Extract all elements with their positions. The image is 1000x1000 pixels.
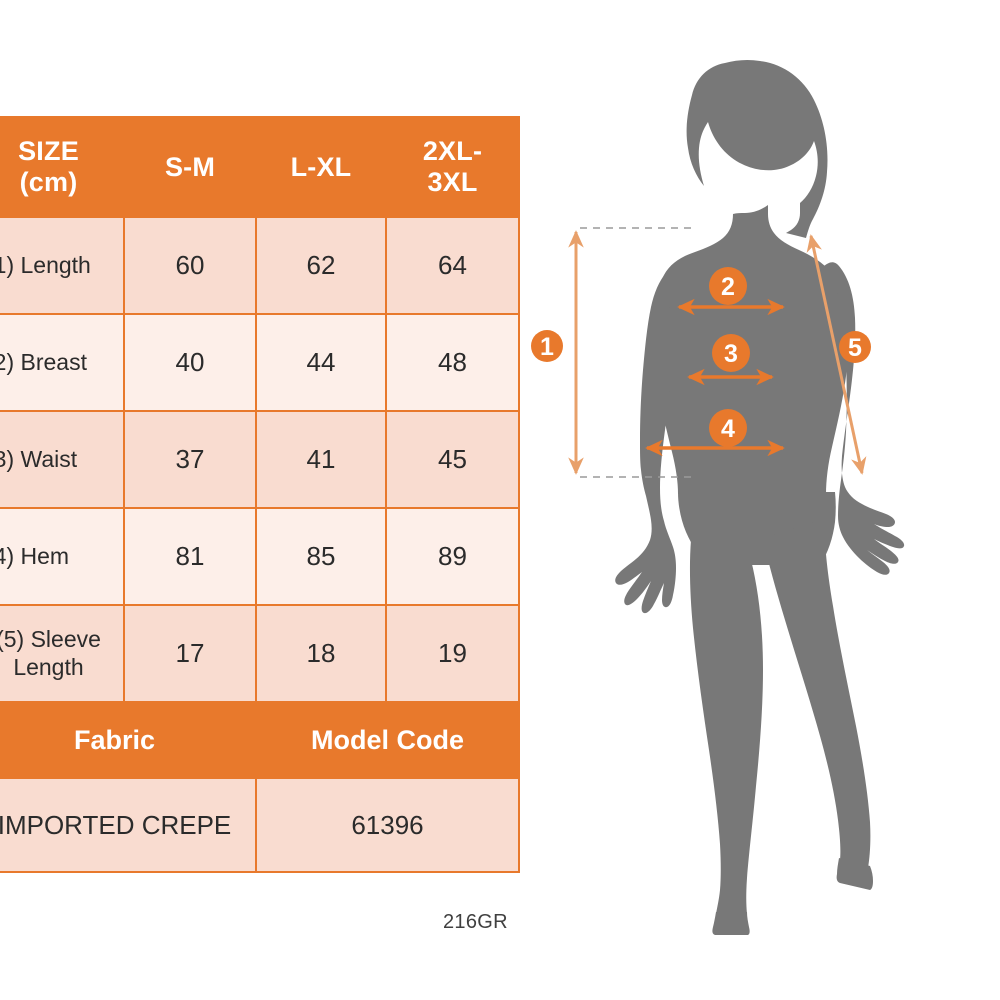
cell-breast-lxl: 44 <box>255 313 387 412</box>
female-mannequin-silhouette <box>615 59 905 935</box>
cell-sleeve-xxl: 19 <box>385 604 520 703</box>
table-row: (3) Waist 37 41 45 <box>0 410 520 509</box>
fabric-header-row: Fabric Model Code <box>0 701 520 779</box>
column-header-l-xl: L-XL <box>255 116 387 218</box>
column-header-size: SIZE (cm) <box>0 116 125 218</box>
measure-marker-5: 5 <box>839 331 871 363</box>
marker-label-4: 4 <box>721 415 735 443</box>
table-row: (2) Breast 40 44 48 <box>0 313 520 412</box>
cell-sleeve-lxl: 18 <box>255 604 387 703</box>
cell-fabric-value: IMPORTED CREPE <box>0 777 257 873</box>
table-header-row: SIZE (cm) S-M L-XL 2XL- 3XL <box>0 116 520 218</box>
fabric-value-row: IMPORTED CREPE 61396 <box>0 777 520 873</box>
cell-length-sm: 60 <box>123 216 257 315</box>
row-label-waist: (3) Waist <box>0 410 125 509</box>
marker-circle-4 <box>709 409 747 447</box>
size-chart-table: SIZE (cm) S-M L-XL 2XL- 3XL (1) Length 6… <box>0 116 520 873</box>
table-row: (4) Hem 81 85 89 <box>0 507 520 606</box>
marker-circle-1 <box>531 330 563 362</box>
measurement-figure-panel: 1 2 3 4 5 <box>520 0 1000 1000</box>
cell-breast-sm: 40 <box>123 313 257 412</box>
cell-waist-lxl: 41 <box>255 410 387 509</box>
cell-sleeve-sm: 17 <box>123 604 257 703</box>
marker-label-2: 2 <box>721 273 735 301</box>
measurement-diagram: 1 2 3 4 5 <box>531 59 905 935</box>
measure-marker-2: 2 <box>709 267 747 305</box>
table-row: (1) Length 60 62 64 <box>0 216 520 315</box>
cell-model-code-value: 61396 <box>255 777 520 873</box>
row-label-breast: (2) Breast <box>0 313 125 412</box>
marker-circle-3 <box>712 334 750 372</box>
row-label-length: (1) Length <box>0 216 125 315</box>
row-label-sleeve-length-line2: Length <box>13 653 84 680</box>
weight-code-label: 216GR <box>443 911 508 933</box>
measure-marker-4: 4 <box>709 409 747 447</box>
cell-length-lxl: 62 <box>255 216 387 315</box>
cell-length-xxl: 64 <box>385 216 520 315</box>
column-header-size-line2: (cm) <box>19 167 78 197</box>
row-label-sleeve-length: (5) Sleeve Length <box>0 604 125 703</box>
measure-marker-3: 3 <box>712 334 750 372</box>
measure-arrow-sleeve-length <box>806 234 867 475</box>
size-chart-table-container: SIZE (cm) S-M L-XL 2XL- 3XL (1) Length 6… <box>0 116 520 873</box>
cell-breast-xxl: 48 <box>385 313 520 412</box>
marker-circle-2 <box>709 267 747 305</box>
cell-waist-sm: 37 <box>123 410 257 509</box>
cell-hem-sm: 81 <box>123 507 257 606</box>
cell-waist-xxl: 45 <box>385 410 520 509</box>
column-header-2xl-3xl: 2XL- 3XL <box>385 116 520 218</box>
marker-circle-5 <box>839 331 871 363</box>
cell-hem-xxl: 89 <box>385 507 520 606</box>
column-header-s-m: S-M <box>123 116 257 218</box>
marker-label-5: 5 <box>848 334 862 362</box>
column-header-2xl-3xl-line1: 2XL- <box>422 136 483 167</box>
marker-label-1: 1 <box>540 333 554 361</box>
row-label-sleeve-length-line1: (5) Sleeve <box>0 625 101 652</box>
cell-hem-lxl: 85 <box>255 507 387 606</box>
column-header-size-line1: SIZE <box>18 136 79 167</box>
table-row: (5) Sleeve Length 17 18 19 <box>0 604 520 703</box>
row-label-hem: (4) Hem <box>0 507 125 606</box>
marker-label-3: 3 <box>724 340 738 368</box>
measure-marker-1: 1 <box>531 330 563 362</box>
column-header-2xl-3xl-line2: 3XL <box>427 167 478 197</box>
column-header-fabric: Fabric <box>0 701 257 779</box>
column-header-model-code: Model Code <box>255 701 520 779</box>
